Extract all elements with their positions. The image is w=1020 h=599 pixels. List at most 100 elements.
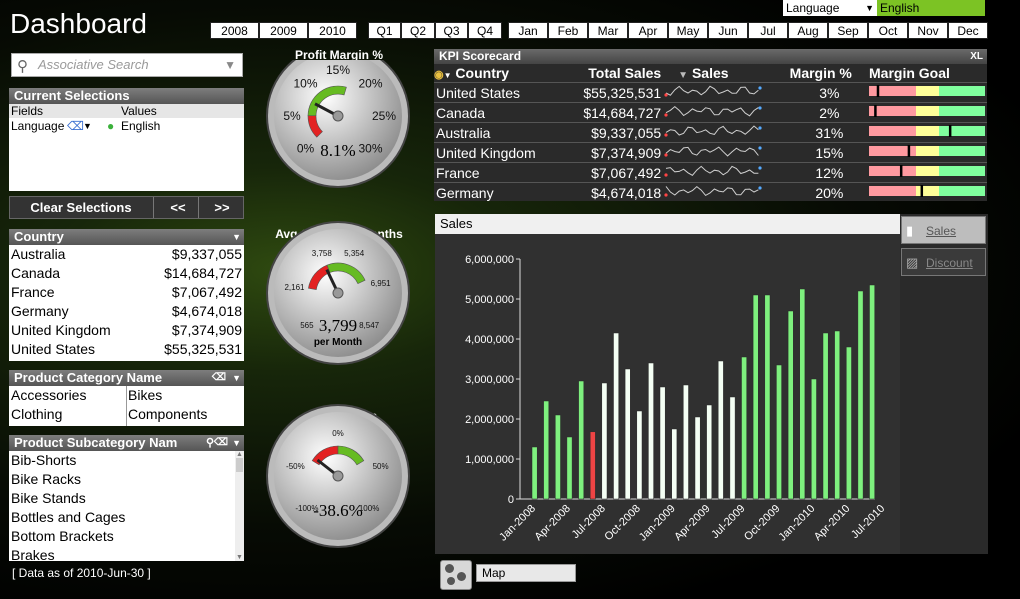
bar[interactable]: [729, 396, 736, 500]
quarter-button[interactable]: Q2: [401, 22, 435, 39]
bar[interactable]: [764, 294, 771, 500]
bar[interactable]: [869, 284, 875, 500]
list-item[interactable]: Bike Racks: [11, 471, 82, 487]
language-value[interactable]: English: [877, 0, 985, 16]
list-item[interactable]: Components: [128, 406, 208, 422]
clear-selections-button[interactable]: Clear Selections: [30, 200, 132, 215]
scrollbar[interactable]: ▲ ▼: [235, 451, 244, 561]
map-button[interactable]: Map: [436, 560, 576, 590]
bar[interactable]: [741, 356, 747, 500]
list-item[interactable]: Brakes: [11, 547, 55, 561]
list-item[interactable]: Canada $14,684,727: [9, 264, 244, 283]
table-row[interactable]: Germany $4,674,018 20%: [434, 182, 987, 202]
tab-sales[interactable]: ▮ Sales: [901, 216, 986, 244]
list-item[interactable]: United States $55,325,531: [9, 340, 244, 359]
language-dropdown[interactable]: Language ▼: [783, 0, 877, 16]
table-row[interactable]: Australia $9,337,055 31%: [434, 122, 987, 143]
chevron-down-icon[interactable]: ▼: [224, 58, 236, 72]
bar[interactable]: [636, 410, 643, 500]
associative-search-input[interactable]: ⚲ Associative Search ▼: [11, 53, 243, 77]
bar[interactable]: [659, 386, 666, 500]
list-item[interactable]: Bike Stands: [11, 490, 86, 506]
list-item[interactable]: Germany $4,674,018: [9, 302, 244, 321]
bar[interactable]: [613, 332, 619, 500]
kpi-col-country[interactable]: Country: [455, 65, 510, 81]
back-button[interactable]: <<: [170, 200, 186, 215]
list-item[interactable]: France $7,067,492: [9, 283, 244, 302]
table-row[interactable]: France $7,067,492 12%: [434, 162, 987, 183]
tab-discount[interactable]: ▨ Discount: [901, 248, 986, 276]
list-item[interactable]: Bottles and Cages: [11, 509, 126, 525]
list-item[interactable]: United Kingdom $7,374,909: [9, 321, 244, 340]
bar[interactable]: [624, 368, 631, 500]
table-row[interactable]: United Kingdom $7,374,909 15%: [434, 142, 987, 163]
bar[interactable]: [811, 378, 817, 500]
eraser-icon[interactable]: ⌫: [211, 372, 226, 383]
bar[interactable]: [752, 294, 759, 500]
month-button[interactable]: Dec: [948, 22, 988, 39]
year-button[interactable]: 2008: [210, 22, 259, 39]
bar[interactable]: [566, 436, 573, 500]
month-button[interactable]: Nov: [908, 22, 948, 39]
bar[interactable]: [694, 416, 701, 500]
quarter-button[interactable]: Q3: [435, 22, 468, 39]
kpi-col-margin[interactable]: Margin %: [789, 65, 852, 81]
bar[interactable]: [648, 362, 654, 500]
list-item[interactable]: Australia $9,337,055: [9, 245, 244, 264]
month-button[interactable]: Oct: [868, 22, 908, 39]
bar[interactable]: [531, 446, 538, 500]
tab-sales-label: Sales: [926, 224, 957, 238]
bar[interactable]: [717, 360, 724, 500]
bar[interactable]: [776, 364, 782, 500]
year-button[interactable]: 2010: [308, 22, 357, 39]
bar[interactable]: [578, 380, 585, 500]
eraser-icon[interactable]: ⌫: [67, 119, 84, 133]
bar[interactable]: [601, 382, 608, 500]
chevron-down-icon[interactable]: ▼: [443, 71, 452, 80]
bar[interactable]: [706, 404, 713, 500]
bar[interactable]: [787, 310, 794, 500]
quarter-button[interactable]: Q4: [468, 22, 502, 39]
bar[interactable]: [543, 400, 550, 500]
bar[interactable]: [799, 288, 806, 500]
bar[interactable]: [671, 428, 678, 500]
subcategory-listbox: ▲ ▼ Bib-Shorts Bike Racks Bike Stands Bottl…: [9, 451, 244, 561]
table-row[interactable]: United States $55,325,531 3%: [434, 82, 987, 103]
xl-export-icon[interactable]: XL: [970, 51, 983, 62]
bar[interactable]: [555, 414, 561, 500]
month-button[interactable]: Jul: [748, 22, 788, 39]
chevron-down-icon[interactable]: ▼: [83, 121, 92, 131]
month-button[interactable]: Apr: [628, 22, 668, 39]
eraser-icon[interactable]: ⌫: [213, 437, 228, 448]
list-item[interactable]: Clothing: [11, 406, 63, 422]
month-button[interactable]: Jan: [508, 22, 548, 39]
chevron-down-icon[interactable]: ▼: [232, 438, 241, 448]
list-item[interactable]: Bottom Brackets: [11, 528, 114, 544]
kpi-col-goal[interactable]: Margin Goal: [869, 65, 950, 81]
bar[interactable]: [834, 330, 841, 500]
forward-button[interactable]: >>: [214, 200, 230, 215]
year-button[interactable]: 2009: [259, 22, 308, 39]
list-item[interactable]: Bib-Shorts: [11, 452, 77, 468]
bar[interactable]: [822, 332, 829, 500]
bar[interactable]: [589, 431, 596, 500]
bar[interactable]: [683, 384, 689, 500]
list-item[interactable]: Bikes: [128, 387, 163, 403]
list-item[interactable]: Accessories: [11, 387, 87, 403]
quarter-button[interactable]: Q1: [368, 22, 401, 39]
search-icon[interactable]: ⚲: [205, 437, 214, 449]
kpi-col-total[interactable]: Total Sales: [588, 65, 662, 81]
bar[interactable]: [857, 290, 864, 500]
month-button[interactable]: May: [668, 22, 708, 39]
month-button[interactable]: Jun: [708, 22, 748, 39]
month-button[interactable]: Aug: [788, 22, 828, 39]
month-button[interactable]: Feb: [548, 22, 588, 39]
table-row[interactable]: Canada $14,684,727 2%: [434, 102, 987, 123]
kpi-col-sales[interactable]: Sales: [691, 65, 729, 81]
month-button[interactable]: Mar: [588, 22, 628, 39]
bar[interactable]: [846, 346, 852, 500]
chevron-down-icon[interactable]: ▼: [232, 373, 241, 383]
chevron-down-icon[interactable]: ▼: [232, 232, 241, 242]
search-icon[interactable]: ◉: [434, 69, 444, 81]
month-button[interactable]: Sep: [828, 22, 868, 39]
